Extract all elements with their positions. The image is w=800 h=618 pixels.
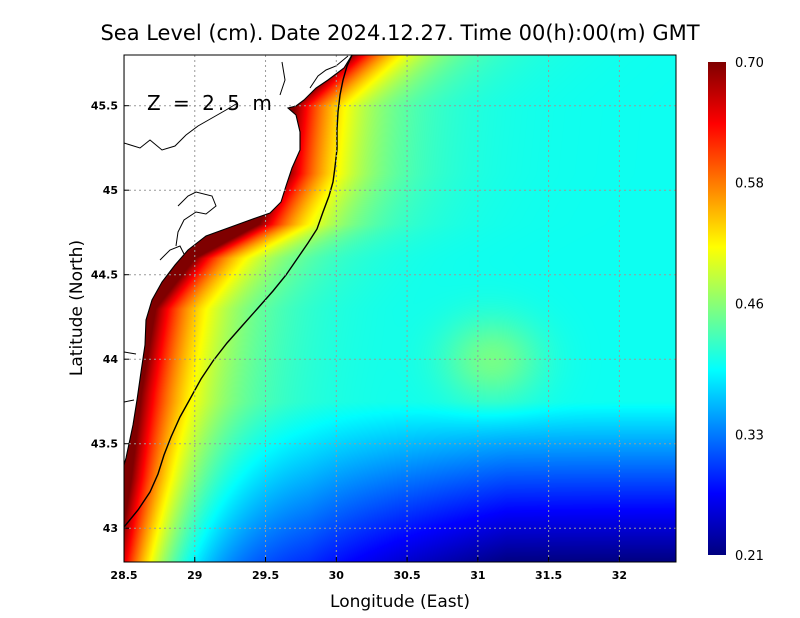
- y-tick-label: 43: [103, 522, 118, 535]
- colorbar-tick-label: 0.46: [735, 297, 764, 312]
- lagoon-outline: [124, 55, 349, 403]
- colorbar: [708, 62, 726, 555]
- grid: [124, 55, 676, 562]
- x-axis-label: Longitude (East): [330, 592, 470, 612]
- y-axis: 43 43.5 44 44.5 45 45.5: [91, 100, 129, 535]
- x-tick-label: 32: [612, 569, 627, 582]
- y-tick-label: 44: [103, 353, 119, 366]
- x-axis: 28.5 29 29.5 30 30.5 31 31.5 32: [110, 557, 627, 582]
- colorbar-ticks: 0.21 0.33 0.46 0.58 0.70: [735, 56, 764, 564]
- y-tick-label: 45: [103, 184, 118, 197]
- plot-frame: [123, 54, 677, 563]
- y-tick-label: 43.5: [91, 438, 118, 451]
- colorbar-tick-label: 0.33: [735, 428, 764, 443]
- land-mask: [124, 55, 353, 466]
- colorbar-tick-label: 0.70: [735, 56, 764, 71]
- chart-title: Sea Level (cm). Date 2024.12.27. Time 00…: [100, 21, 699, 45]
- colorbar-tick-label: 0.21: [735, 549, 764, 564]
- colorbar-tick-label: 0.58: [735, 177, 764, 192]
- x-tick-label: 31.5: [535, 569, 562, 582]
- x-tick-label: 29: [187, 569, 202, 582]
- depth-annotation: Z = 2.5 m: [147, 91, 275, 115]
- x-tick-label: 29.5: [252, 569, 279, 582]
- x-tick-label: 30.5: [394, 569, 421, 582]
- x-tick-label: 30: [329, 569, 345, 582]
- y-tick-label: 45.5: [91, 100, 118, 113]
- x-tick-label: 28.5: [110, 569, 137, 582]
- y-axis-label: Latitude (North): [67, 240, 87, 376]
- x-tick-label: 31: [470, 569, 485, 582]
- y-tick-label: 44.5: [91, 269, 118, 282]
